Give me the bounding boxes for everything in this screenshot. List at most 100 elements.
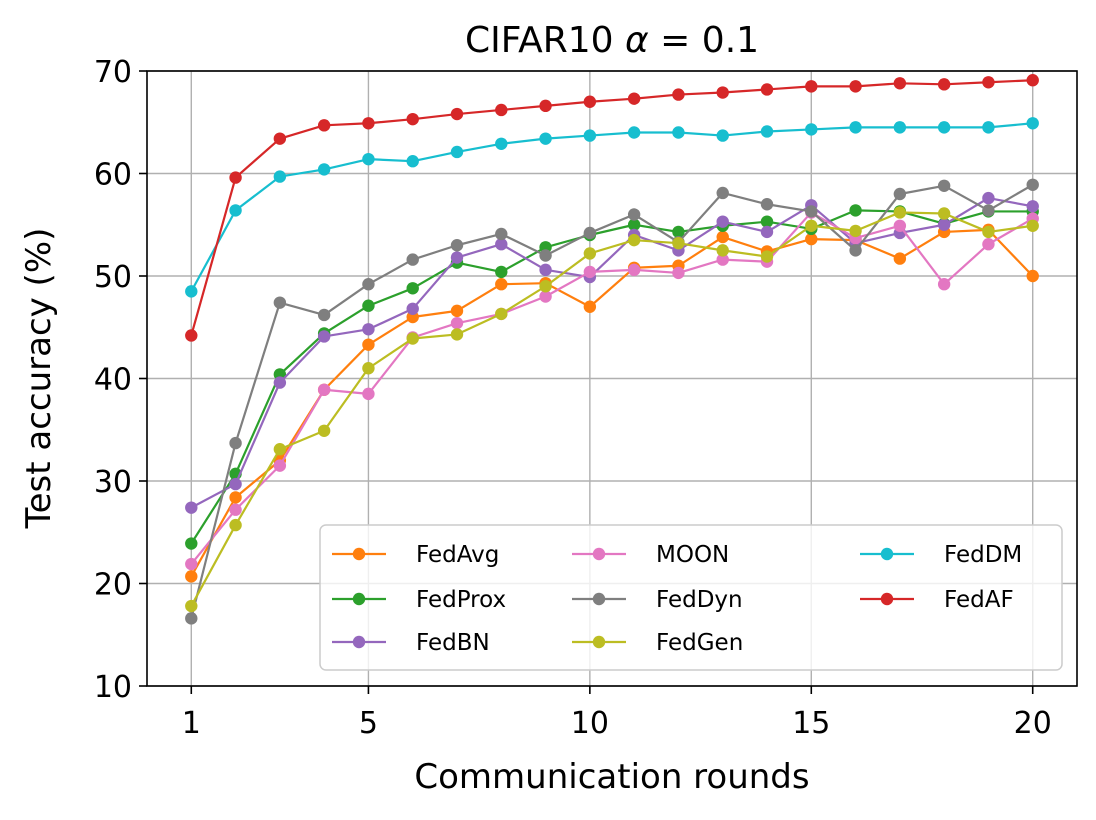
data-point — [849, 204, 862, 217]
y-tick-label: 20 — [94, 568, 132, 603]
data-point — [760, 198, 774, 211]
data-point — [539, 249, 552, 262]
data-point — [185, 599, 198, 613]
data-point — [893, 206, 907, 219]
y-tick-label: 70 — [94, 55, 132, 90]
legend-item-fedavg: FedAvg — [332, 542, 499, 568]
data-point — [406, 282, 419, 295]
data-point — [583, 265, 597, 279]
chart-title: CIFAR10 α = 0.1 — [465, 20, 759, 61]
legend-marker — [352, 635, 366, 649]
data-point — [229, 491, 242, 504]
x-tick-label: 1 — [182, 706, 201, 741]
y-tick-label: 10 — [94, 670, 132, 705]
data-point — [982, 76, 995, 89]
data-point — [716, 215, 729, 228]
data-point — [937, 121, 951, 134]
legend-item-fedgen: FedGen — [572, 630, 743, 656]
legend-marker — [880, 547, 894, 561]
legend-label: FedDyn — [656, 587, 743, 613]
data-point — [317, 424, 331, 437]
data-point — [627, 92, 641, 105]
data-point — [583, 300, 597, 313]
data-point — [849, 121, 862, 134]
data-point — [229, 503, 242, 516]
data-point — [362, 323, 375, 336]
data-point — [273, 459, 287, 472]
legend-frame — [319, 524, 1063, 671]
data-point — [760, 225, 774, 239]
data-point — [1026, 74, 1039, 87]
series-line — [190, 79, 1033, 336]
data-point — [672, 225, 685, 239]
legend-item-feddm: FedDM — [860, 542, 1022, 568]
data-point — [362, 387, 375, 401]
legend-label: FedAvg — [416, 542, 499, 568]
legend-label: FedGen — [656, 630, 743, 656]
data-point — [805, 80, 818, 93]
data-point — [539, 132, 552, 145]
data-point — [760, 215, 774, 228]
data-point — [716, 230, 729, 244]
data-point — [185, 570, 198, 583]
data-point — [362, 299, 375, 312]
data-point — [627, 263, 641, 277]
series-line — [190, 122, 1033, 292]
y-axis-title: Test accuracy (%) — [19, 228, 59, 530]
data-point — [185, 537, 198, 550]
data-point — [716, 129, 729, 142]
series-moon — [185, 206, 1039, 571]
data-point — [273, 443, 287, 456]
data-point — [583, 95, 597, 108]
series-fedbn — [185, 191, 1039, 514]
data-point — [539, 280, 552, 293]
data-point — [495, 307, 508, 321]
data-point — [185, 557, 198, 571]
data-point — [716, 244, 729, 257]
data-point — [937, 78, 951, 91]
legend-marker — [352, 592, 366, 606]
legend-label: MOON — [656, 542, 729, 568]
data-point — [1026, 117, 1039, 130]
data-point — [229, 204, 242, 217]
data-point — [627, 208, 641, 221]
data-point — [450, 328, 464, 341]
data-point — [583, 247, 597, 260]
data-point — [362, 338, 375, 351]
data-point — [1026, 178, 1039, 191]
chart-title-prefix: CIFAR10 — [465, 20, 625, 61]
data-point — [583, 226, 597, 240]
data-point — [495, 137, 508, 150]
data-point — [716, 186, 729, 200]
data-point — [406, 302, 419, 315]
data-point — [805, 205, 818, 218]
data-point — [937, 218, 951, 231]
data-point — [273, 170, 287, 183]
legend-item-fedprox: FedProx — [332, 587, 506, 613]
data-point — [982, 238, 995, 251]
data-point — [406, 112, 419, 126]
y-tick-label: 40 — [94, 363, 132, 398]
data-point — [893, 252, 907, 265]
series-line — [190, 197, 1033, 509]
x-tick-label: 15 — [792, 706, 830, 741]
series-line — [190, 211, 1034, 565]
legend-marker — [592, 592, 606, 606]
data-point — [229, 477, 242, 491]
data-point — [539, 290, 552, 303]
y-tick-label: 60 — [94, 158, 132, 193]
data-point — [893, 219, 907, 232]
data-point — [672, 237, 685, 250]
data-point — [760, 83, 774, 96]
legend-item-fedbn: FedBN — [332, 630, 490, 656]
legend-label: FedDM — [944, 542, 1022, 568]
data-point — [716, 253, 729, 266]
data-point — [450, 239, 464, 252]
data-point — [317, 163, 331, 176]
x-tick-label: 20 — [1014, 706, 1052, 741]
data-point — [982, 225, 995, 239]
data-point — [982, 121, 995, 134]
data-point — [539, 99, 552, 113]
data-point — [273, 376, 287, 389]
